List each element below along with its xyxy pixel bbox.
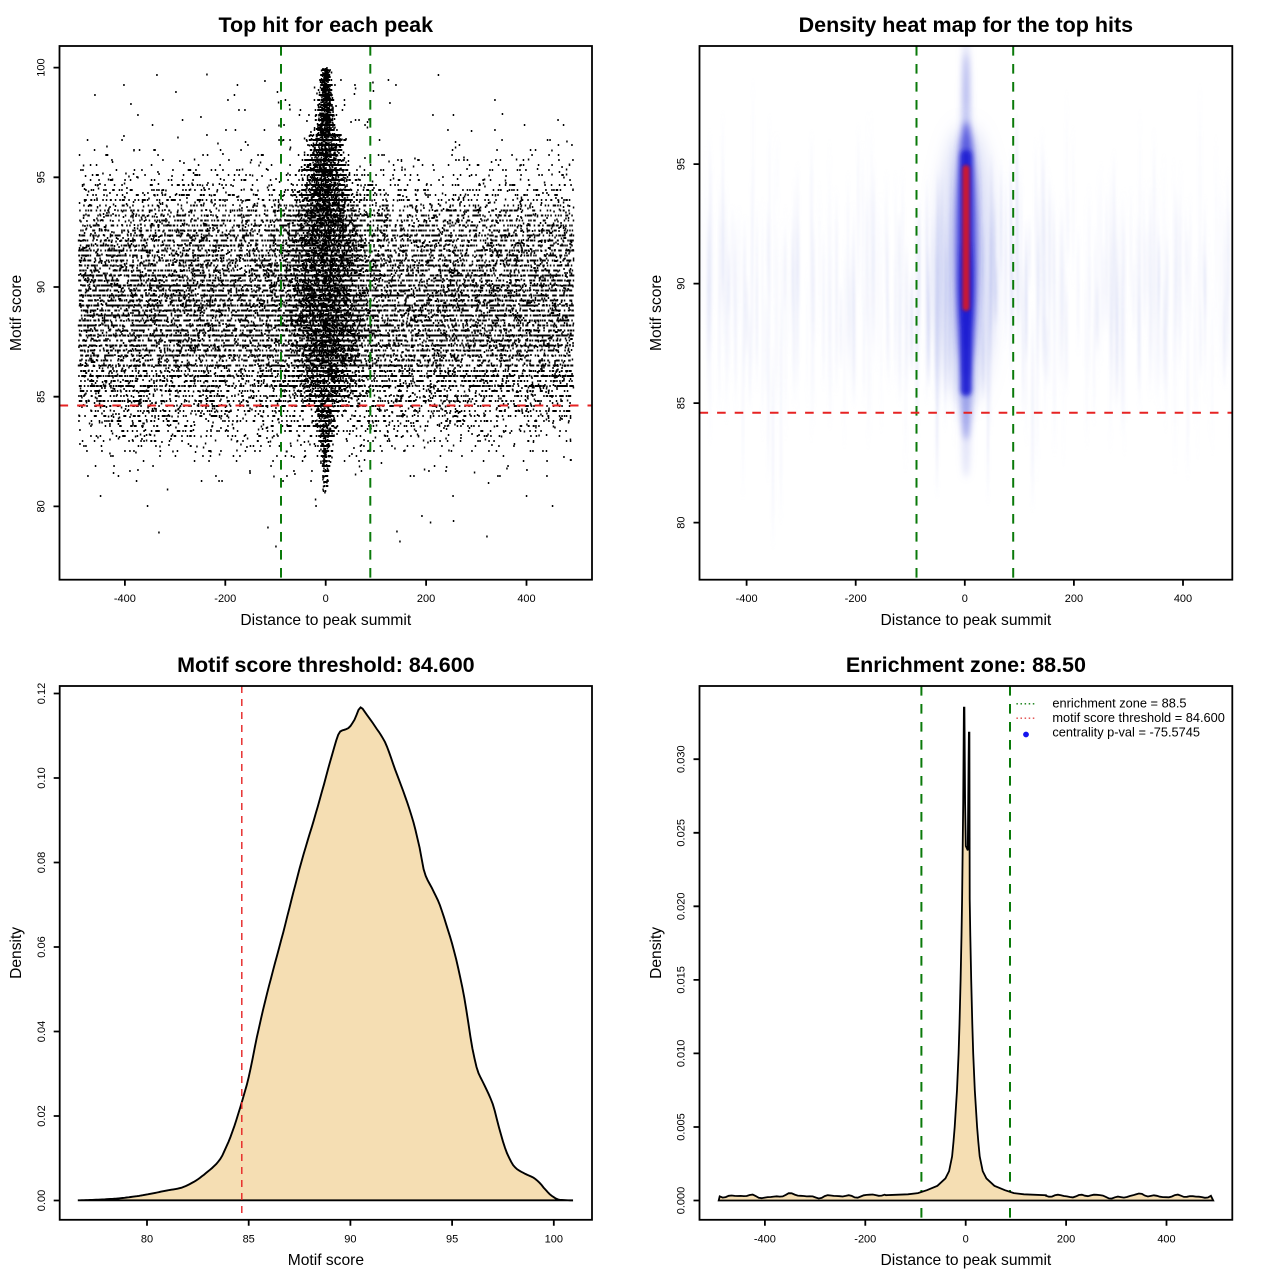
svg-text:400: 400 <box>1157 1233 1175 1245</box>
svg-text:0.02: 0.02 <box>36 1105 48 1126</box>
svg-text:-400: -400 <box>754 1233 776 1245</box>
svg-text:85: 85 <box>243 1233 255 1245</box>
svg-text:0.10: 0.10 <box>36 767 48 788</box>
svg-text:0.020: 0.020 <box>676 893 688 921</box>
svg-text:0.005: 0.005 <box>676 1113 688 1141</box>
svg-text:Motif score: Motif score <box>288 1252 364 1269</box>
svg-text:200: 200 <box>417 593 435 605</box>
svg-text:Top hit for each peak: Top hit for each peak <box>218 13 433 37</box>
svg-text:Distance to peak summit: Distance to peak summit <box>881 1252 1052 1269</box>
svg-text:-200: -200 <box>214 593 236 605</box>
svg-text:Motif score: Motif score <box>8 275 25 351</box>
svg-text:Density heat map for the top h: Density heat map for the top hits <box>799 13 1134 37</box>
svg-text:80: 80 <box>36 500 48 512</box>
svg-text:85: 85 <box>36 391 48 403</box>
svg-text:Density: Density <box>8 927 25 979</box>
svg-text:200: 200 <box>1057 1233 1075 1245</box>
svg-text:95: 95 <box>446 1233 458 1245</box>
svg-text:-400: -400 <box>114 593 136 605</box>
svg-text:0.025: 0.025 <box>676 819 688 847</box>
svg-text:Density: Density <box>648 927 665 979</box>
svg-text:400: 400 <box>517 593 535 605</box>
svg-text:0.030: 0.030 <box>676 745 688 773</box>
svg-text:-200: -200 <box>854 1233 876 1245</box>
svg-text:0.08: 0.08 <box>36 852 48 873</box>
svg-text:0: 0 <box>323 593 329 605</box>
svg-text:Motif score: Motif score <box>648 275 665 351</box>
svg-text:90: 90 <box>676 277 688 289</box>
svg-text:enrichment zone = 88.5: enrichment zone = 88.5 <box>1052 695 1186 710</box>
svg-text:0.00: 0.00 <box>36 1190 48 1211</box>
svg-text:0.06: 0.06 <box>36 936 48 957</box>
svg-text:95: 95 <box>676 158 688 170</box>
svg-text:85: 85 <box>676 397 688 409</box>
svg-text:90: 90 <box>36 281 48 293</box>
svg-text:90: 90 <box>344 1233 356 1245</box>
svg-text:95: 95 <box>36 171 48 183</box>
svg-text:100: 100 <box>36 58 48 76</box>
svg-text:400: 400 <box>1174 593 1192 605</box>
svg-text:0.000: 0.000 <box>676 1187 688 1215</box>
svg-text:0.04: 0.04 <box>36 1021 48 1042</box>
svg-text:Distance to peak summit: Distance to peak summit <box>881 612 1052 629</box>
svg-text:Distance to peak summit: Distance to peak summit <box>240 612 411 629</box>
svg-text:-400: -400 <box>736 593 758 605</box>
svg-text:100: 100 <box>545 1233 563 1245</box>
svg-text:80: 80 <box>141 1233 153 1245</box>
svg-text:-200: -200 <box>845 593 867 605</box>
svg-text:0: 0 <box>962 593 968 605</box>
svg-text:Enrichment zone: 88.50: Enrichment zone: 88.50 <box>846 653 1086 677</box>
svg-text:motif score threshold = 84.600: motif score threshold = 84.600 <box>1052 710 1225 725</box>
svg-text:Motif score threshold: 84.600: Motif score threshold: 84.600 <box>177 653 475 677</box>
svg-text:80: 80 <box>676 516 688 528</box>
svg-text:centrality p-val = -75.5745: centrality p-val = -75.5745 <box>1052 724 1200 739</box>
svg-text:200: 200 <box>1065 593 1083 605</box>
svg-text:0.010: 0.010 <box>676 1040 688 1068</box>
svg-text:0.015: 0.015 <box>676 966 688 994</box>
svg-text:0.12: 0.12 <box>36 683 48 704</box>
svg-text:0: 0 <box>963 1233 969 1245</box>
